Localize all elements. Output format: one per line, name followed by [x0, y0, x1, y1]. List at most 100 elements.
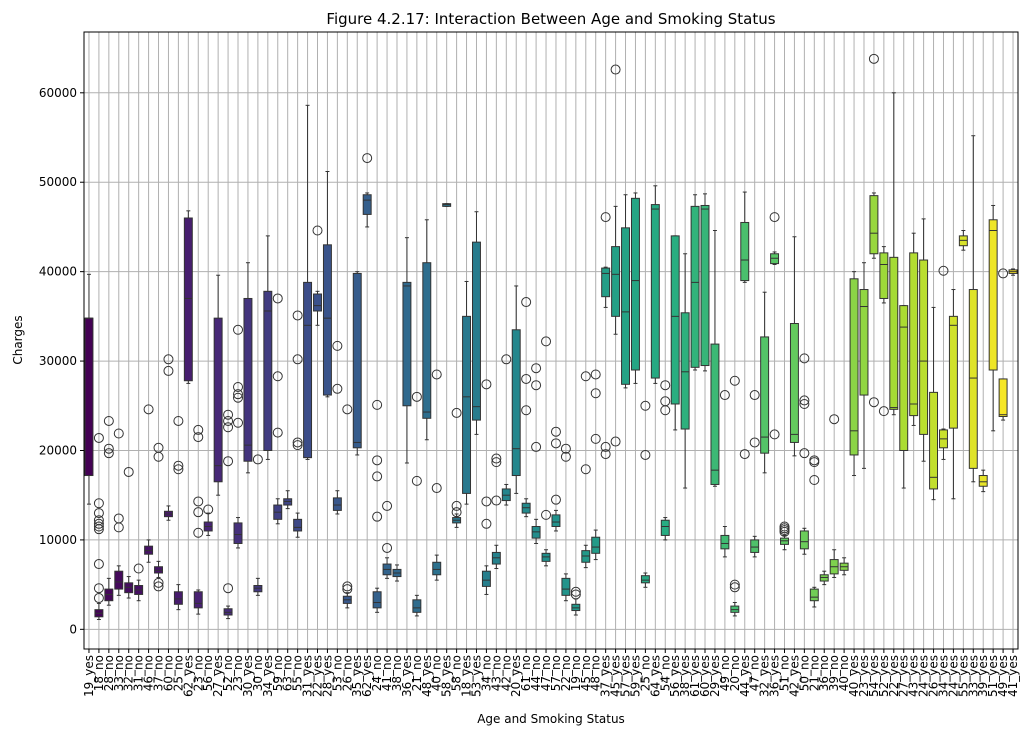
- y-tick-label: 60000: [39, 86, 77, 100]
- y-tick-label: 10000: [39, 533, 77, 547]
- outlier-point: [739, 449, 750, 460]
- iqr-box: [591, 536, 601, 554]
- x-tick-label: 51_no: [778, 655, 792, 691]
- x-tick-label: 40_no: [430, 655, 444, 691]
- box-group: [521, 297, 532, 518]
- iqr-box: [402, 281, 412, 407]
- x-tick-label: 31_yes: [301, 655, 315, 697]
- outlier-point: [382, 542, 393, 553]
- outlier-point: [372, 511, 383, 522]
- outlier-point: [382, 500, 393, 511]
- box-group: [610, 64, 621, 447]
- box-group: [133, 563, 144, 602]
- outlier-point: [143, 404, 154, 415]
- outlier-point: [93, 583, 104, 594]
- x-tick-label: 62_yes: [360, 655, 374, 697]
- x-tick-label: 59_no: [271, 655, 285, 691]
- iqr-box: [422, 262, 432, 419]
- outlier-point: [600, 449, 611, 460]
- iqr-box: [760, 336, 770, 454]
- x-tick-label: 41_yes: [1006, 655, 1020, 697]
- x-tick-label: 59_yes: [628, 655, 642, 697]
- box-group: [173, 415, 184, 611]
- box-group: [263, 235, 273, 460]
- x-tick-label: 30_no: [251, 655, 265, 691]
- box-group: [580, 371, 591, 569]
- box-group: [968, 135, 978, 483]
- outlier-point: [799, 395, 810, 406]
- box-group: [193, 424, 204, 615]
- x-tick-label: 37_no: [152, 655, 166, 691]
- box-group: [292, 310, 303, 538]
- iqr-box: [998, 378, 1008, 418]
- outlier-point: [342, 584, 353, 595]
- outlier-point: [233, 381, 244, 392]
- box-group: [84, 273, 94, 505]
- y-axis-label: Charges: [11, 315, 25, 364]
- outlier-point: [541, 509, 552, 520]
- outlier-point: [223, 422, 234, 433]
- box-group: [819, 570, 829, 586]
- x-tick-label: 45_yes: [609, 655, 623, 697]
- box-group: [541, 336, 552, 567]
- box-group: [849, 271, 859, 477]
- x-tick-label: 40_yes: [847, 655, 861, 697]
- x-tick-label: 36_yes: [400, 655, 414, 697]
- x-tick-label: 48_yes: [420, 655, 434, 697]
- iqr-box: [799, 530, 809, 550]
- outlier-point: [342, 581, 353, 592]
- iqr-box: [511, 329, 521, 477]
- box-group: [909, 232, 919, 426]
- x-tick-label: 50_no: [797, 655, 811, 691]
- x-tick-label: 42_no: [499, 655, 513, 691]
- x-tick-label: 61_no: [519, 655, 533, 691]
- x-tick-label: 21_no: [807, 655, 821, 691]
- box-group: [93, 432, 104, 620]
- outlier-point: [103, 415, 114, 426]
- x-tick-label: 53_no: [330, 655, 344, 691]
- outlier-point: [123, 466, 134, 477]
- outlier-point: [560, 443, 571, 454]
- outlier-point: [938, 265, 949, 276]
- iqr-box: [899, 305, 909, 451]
- box-group: [213, 274, 223, 496]
- x-tick-label: 39_yes: [976, 655, 990, 697]
- outlier-point: [769, 429, 780, 440]
- box-group: [919, 218, 929, 462]
- iqr-box: [114, 570, 124, 590]
- outlier-point: [93, 518, 104, 529]
- box-group: [103, 415, 114, 606]
- box-group: [362, 153, 373, 228]
- outlier-point: [451, 407, 462, 418]
- x-tick-label: 24_no: [370, 655, 384, 691]
- iqr-box: [700, 204, 710, 367]
- x-tick-label: 40_no: [837, 655, 851, 691]
- outlier-point: [799, 353, 810, 364]
- iqr-box: [720, 534, 730, 550]
- box-group: [442, 203, 452, 207]
- outlier-point: [570, 586, 581, 597]
- iqr-box: [859, 289, 869, 396]
- box-group: [779, 521, 790, 551]
- box-group: [233, 324, 244, 549]
- iqr-box: [183, 217, 193, 382]
- outlier-point: [868, 53, 879, 64]
- outlier-point: [133, 563, 144, 574]
- x-tick-label: 57_yes: [619, 655, 633, 697]
- outlier-point: [173, 464, 184, 475]
- x-tick-label: 19_no: [569, 655, 583, 691]
- outlier-point: [749, 437, 760, 448]
- box-group: [729, 375, 740, 617]
- outlier-point: [749, 390, 760, 401]
- x-tick-label: 47_no: [748, 655, 762, 691]
- box-group: [283, 490, 293, 510]
- outlier-point: [998, 268, 1009, 279]
- outlier-point: [372, 455, 383, 466]
- iqr-box: [909, 252, 919, 417]
- outlier-point: [153, 577, 164, 588]
- box-group: [372, 399, 383, 613]
- box-group: [799, 353, 810, 555]
- y-axis-ticks: 0 10000 20000 30000 40000 50000 60000: [39, 86, 84, 636]
- x-tick-label: 39_no: [827, 655, 841, 691]
